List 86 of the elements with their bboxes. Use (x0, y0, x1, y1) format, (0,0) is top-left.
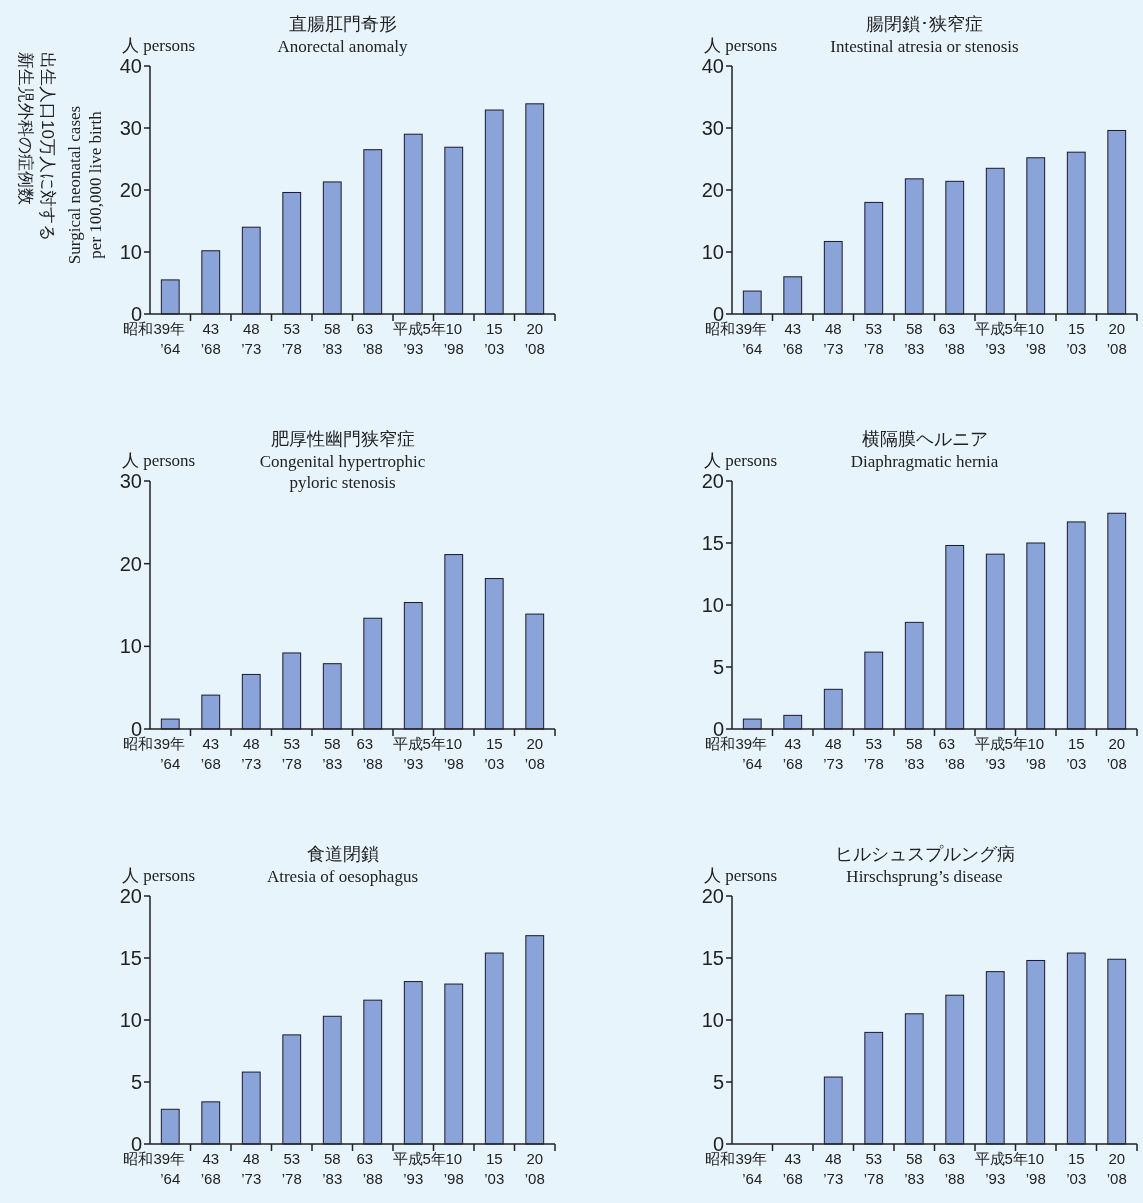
x-tick-label: 53 ’78 (281, 735, 302, 772)
y-tick-label: 15 (119, 947, 142, 969)
chart-subtitle: Congenital hypertrophic pyloric stenosis (259, 452, 426, 492)
y-tick-label: 10 (701, 241, 724, 263)
x-tick-label: 15 ’03 (484, 320, 505, 357)
chart-subtitle: Hirschsprung’s disease (846, 867, 1003, 886)
chart-title: ヒルシュスプルング病 (834, 844, 1015, 864)
y-tick-label: 20 (701, 470, 724, 492)
y-tick-label: 30 (119, 470, 142, 492)
x-tick-label: 53 ’78 (863, 1150, 884, 1187)
x-tick-label: 63 ’88 (356, 735, 383, 772)
x-tick-label: 63 ’88 (356, 1150, 383, 1187)
y-tick-label: 30 (119, 117, 142, 139)
x-tick-label: 20 ’08 (524, 320, 545, 357)
x-tick-label: 48 ’73 (241, 735, 262, 772)
x-tick-label: 63 ’88 (938, 735, 965, 772)
y-tick-label: 5 (712, 656, 724, 678)
y-tick-label: 20 (119, 885, 142, 907)
x-tick-label: 15 ’03 (1066, 735, 1087, 772)
chart-subtitle: Diaphragmatic hernia (850, 452, 999, 471)
y-tick-label: 20 (119, 179, 142, 201)
y-tick-label: 20 (119, 552, 142, 575)
x-tick-label: 58 ’83 (322, 735, 343, 772)
chart-title: 腸閉鎖･狭窄症 (866, 14, 983, 34)
y-tick-label: 10 (119, 1009, 142, 1031)
chart-subtitle: Atresia of oesophagus (266, 867, 419, 886)
x-tick-label: 20 ’08 (1106, 735, 1127, 772)
x-tick-label: 58 ’83 (322, 320, 343, 357)
y-tick-label: 20 (701, 179, 724, 201)
x-tick-label: 58 ’83 (904, 1150, 925, 1187)
x-tick-label: 63 ’88 (938, 320, 965, 357)
chart-title: 食道閉鎖 (306, 844, 379, 864)
y-tick-label: 10 (119, 635, 142, 658)
x-tick-label: 53 ’78 (863, 735, 884, 772)
y-tick-label: 40 (701, 55, 724, 77)
y-tick-label: 10 (701, 1009, 724, 1031)
text: 出生人口10万人に対する (38, 52, 57, 241)
x-tick-label: 43 ’68 (200, 735, 221, 772)
y-axis-title: 人 persons (122, 451, 196, 470)
x-tick-label: 53 ’78 (863, 320, 884, 357)
y-tick-label: 10 (119, 241, 142, 263)
y-tick-label: 40 (119, 55, 142, 77)
x-tick-label: 58 ’83 (904, 320, 925, 357)
y-axis-title: 人 persons (122, 866, 196, 885)
y-tick-label: 15 (701, 532, 724, 554)
x-tick-label: 15 ’03 (1066, 1150, 1087, 1187)
text: Surgical neonatal cases per 100,000 live birth (65, 105, 105, 265)
x-tick-label: 53 ’78 (281, 320, 302, 357)
x-tick-label: 15 ’03 (1066, 320, 1087, 357)
y-tick-label: 20 (701, 885, 724, 907)
x-tick-label: 15 ’03 (484, 1150, 505, 1187)
x-tick-label: 48 ’73 (823, 735, 844, 772)
y-axis-title: 人 persons (704, 866, 778, 885)
y-tick-label: 5 (712, 1071, 724, 1093)
y-tick-label: 5 (130, 1071, 142, 1093)
y-axis-title: 人 persons (704, 451, 778, 470)
y-axis-title: 人 persons (122, 36, 196, 55)
x-tick-label: 48 ’73 (241, 1150, 262, 1187)
x-tick-label: 58 ’83 (904, 735, 925, 772)
y-axis-title: 人 persons (704, 36, 778, 55)
x-tick-label: 43 ’68 (782, 320, 803, 357)
x-tick-label: 43 ’68 (782, 1150, 803, 1187)
x-tick-label: 20 ’08 (524, 735, 545, 772)
chart-subtitle: Intestinal atresia or stenosis (830, 37, 1019, 56)
y-tick-label: 30 (701, 117, 724, 139)
x-tick-label: 20 ’08 (1106, 320, 1127, 357)
chart-subtitle: Anorectal anomaly (277, 37, 408, 56)
x-tick-label: 48 ’73 (241, 320, 262, 357)
chart-title: 横隔膜ヘルニア (861, 429, 988, 449)
x-tick-label: 43 ’68 (200, 1150, 221, 1187)
x-tick-label: 48 ’73 (823, 320, 844, 357)
x-tick-label: 43 ’68 (782, 735, 803, 772)
x-tick-label: 58 ’83 (322, 1150, 343, 1187)
x-tick-label: 20 ’08 (524, 1150, 545, 1187)
x-tick-label: 20 ’08 (1106, 1150, 1127, 1187)
text: 新生児外科の症例数 (16, 52, 35, 205)
chart-title: 直腸肛門奇形 (288, 14, 397, 34)
x-tick-label: 48 ’73 (823, 1150, 844, 1187)
x-tick-label: 63 ’88 (356, 320, 383, 357)
y-tick-label: 10 (701, 594, 724, 616)
x-tick-label: 63 ’88 (938, 1150, 965, 1187)
x-tick-label: 43 ’68 (200, 320, 221, 357)
y-tick-label: 15 (701, 947, 724, 969)
chart-title: 肥厚性幽門狭窄症 (270, 429, 415, 449)
x-tick-label: 53 ’78 (281, 1150, 302, 1187)
x-tick-label: 15 ’03 (484, 735, 505, 772)
